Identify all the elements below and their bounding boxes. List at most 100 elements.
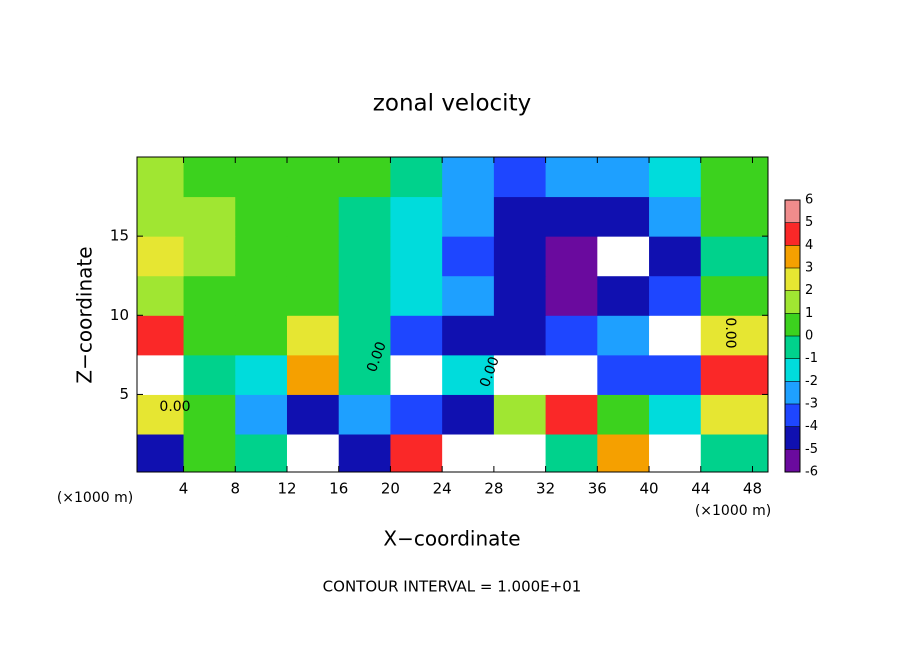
colorbar-label: -4 [805,419,818,434]
colorbar-label: -1 [805,351,818,366]
field-cell [390,354,443,395]
field-cell [442,315,495,356]
field-cell [545,196,598,237]
field-cell [700,434,769,473]
x-tick-label: 48 [743,480,762,498]
colorbar-bin [785,358,800,382]
colorbar-label: -3 [805,397,818,412]
field-cell [649,275,702,316]
chart-title: zonal velocity [373,91,531,117]
field-cell [649,196,702,237]
field-cell [235,315,288,356]
field-cell [183,236,236,277]
field-cell [700,315,769,356]
field-cell [493,315,547,356]
colorbar-label: 4 [805,238,813,253]
field-cell [137,157,185,198]
field-cell [442,275,495,316]
field-cell [700,354,769,395]
x-tick-label: 44 [691,480,710,498]
field-cell [390,236,443,277]
field-cell [597,354,650,395]
field-cell [493,157,547,198]
field-cell [545,315,598,356]
x-tick-label: 8 [230,480,240,498]
field-cell [183,275,236,316]
colorbar-label: 2 [805,283,813,298]
colorbar-bin [785,381,800,404]
field-cell [493,236,547,277]
field-cell [235,434,288,473]
field-cell [597,315,650,356]
footer: CONTOUR INTERVAL = 1.000E+01 [323,578,582,596]
field-cell [442,236,495,277]
field-cell [286,157,340,198]
field-cell [700,236,769,277]
y-tick-label: 5 [119,385,129,403]
colorbar-bin [785,404,800,427]
contour-label: 0.00 [722,317,738,348]
field-cell [597,157,650,198]
x-tick-label: 28 [484,480,503,498]
field-cell [545,157,598,198]
field-cell [649,394,702,435]
field-cell [183,434,236,473]
colorbar-label: 6 [805,193,813,208]
field-cell [137,196,185,237]
field-cell [338,236,391,277]
field-cell [235,196,288,237]
field-cell [545,236,598,277]
colorbar-label: -5 [805,442,818,457]
field-cell [338,354,391,395]
y-axis-label: Z−coordinate [73,246,97,383]
field-cell [390,157,443,198]
field-cell [442,354,495,395]
field-cell [700,275,769,316]
field-cell [235,354,288,395]
y-tick-label: 10 [110,306,129,324]
field-cell [649,315,702,356]
field-cell [442,196,495,237]
plot-frame [136,156,769,473]
field-cell [183,157,236,198]
field-cell [545,434,598,473]
field-cell [442,394,495,435]
colorbar-bin [785,268,800,291]
x-tick-label: 12 [277,480,296,498]
x-tick-label: 36 [588,480,607,498]
colorbar-label: 3 [805,261,813,276]
x-axis-label: X−coordinate [383,527,520,551]
field [137,157,769,473]
field-cell [700,196,769,237]
colorbar-bin [785,245,800,268]
field-cell [700,157,769,198]
field-cell [137,394,185,435]
field-cell [338,275,391,316]
field-cell [493,275,547,316]
field-cell [286,315,340,356]
x-tick-label: 32 [536,480,555,498]
colorbar-label: 0 [805,329,813,344]
field-cell [597,434,650,473]
field-cell [493,354,547,395]
field-cell [390,315,443,356]
field-cell [493,434,547,473]
colorbar-label: 5 [805,215,813,230]
field-cell [700,394,769,435]
field-cell [545,394,598,435]
field-cell [235,236,288,277]
colorbar-label: -2 [805,374,818,389]
field-cell [338,196,391,237]
x-tick-label: 24 [433,480,452,498]
field-cell [286,196,340,237]
field-cell [286,434,340,473]
field-cell [183,315,236,356]
field-cell [137,315,185,356]
field-cell [137,354,185,395]
field-cell [338,315,391,356]
field-cell [286,354,340,395]
field-cell [390,275,443,316]
field-cell [390,434,443,473]
x-unit-left: (×1000 m) [57,490,133,506]
